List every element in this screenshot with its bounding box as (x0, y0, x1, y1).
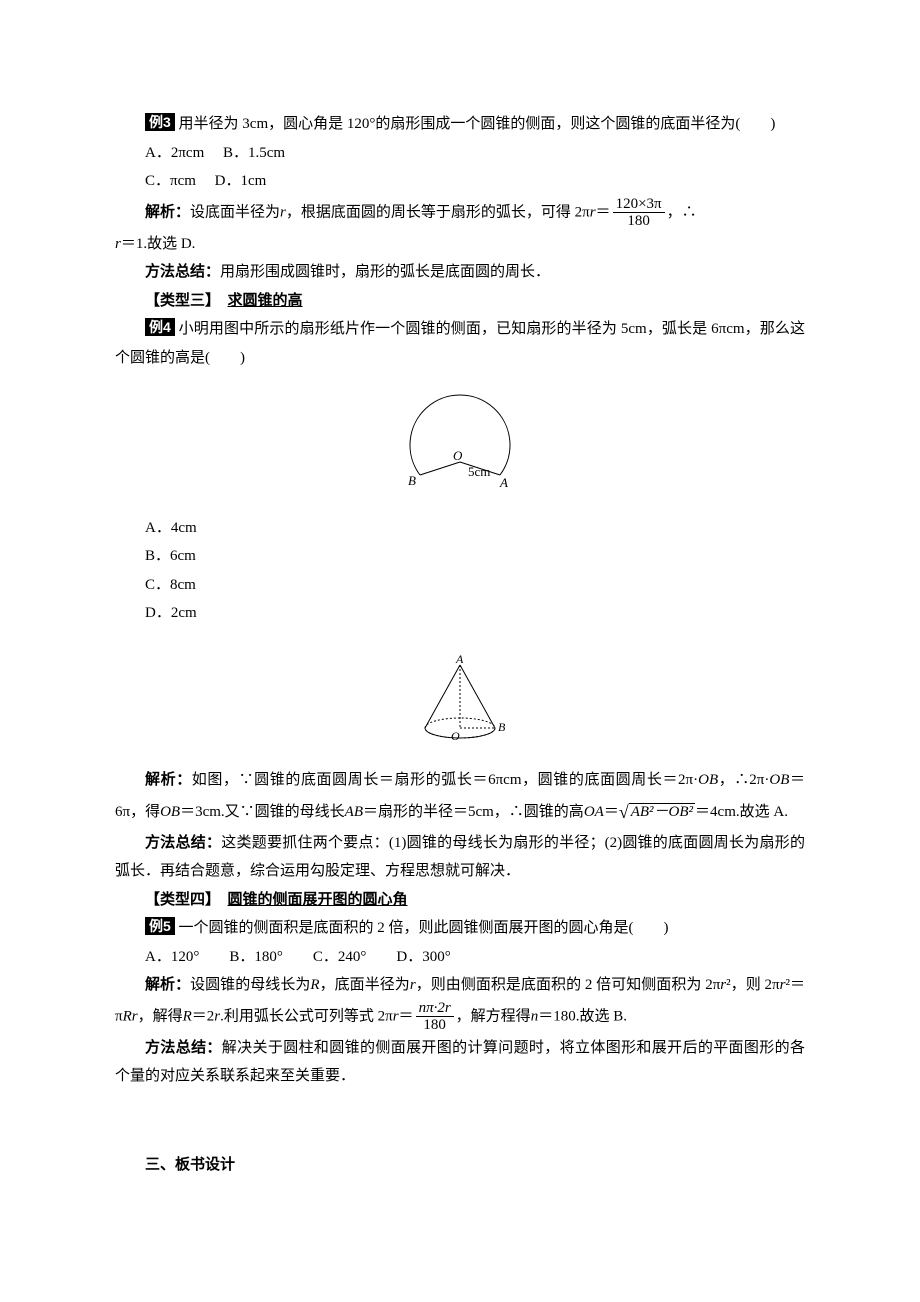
text: ＝1.故选 D. (121, 236, 196, 252)
label-5cm: 5cm (468, 464, 490, 479)
text: ，根据底面圆的周长等于扇形的弧长，可得 2π (286, 204, 590, 220)
var-OB: OB (160, 804, 180, 820)
section3-heading: 三、板书设计 (115, 1151, 805, 1180)
example3-method: 方法总结：用扇形围成圆锥时，扇形的弧长是底面圆的周长． (115, 258, 805, 287)
type3-heading: 【类型三】 求圆锥的高 (115, 287, 805, 316)
example3-question-text: 用半径为 3cm，圆心角是 120°的扇形围成一个圆锥的侧面，则这个圆锥的底面半… (179, 116, 776, 132)
text: ＝4cm.故选 A. (695, 804, 788, 820)
text: ，∴2π· (718, 772, 769, 788)
example3-solution-line2: r＝1.故选 D. (115, 230, 805, 259)
example5-question-text: 一个圆锥的侧面积是底面积的 2 倍，则此圆锥侧面展开图的圆心角是( ) (179, 920, 669, 936)
example3-option-b: B．1.5cm (223, 145, 285, 161)
example4-option-c: C．8cm (115, 571, 805, 600)
example3-label: 例3 (145, 113, 175, 131)
fraction: nπ·2r180 (416, 1000, 454, 1034)
solution-label: 解析： (145, 771, 192, 788)
text: ＝2 (192, 1008, 215, 1024)
text: ＝ (604, 804, 619, 820)
method-label: 方法总结： (145, 263, 220, 280)
text: ，解方程得 (456, 1008, 531, 1024)
method-text: 用扇形围成圆锥时，扇形的弧长是底面圆的周长． (220, 264, 550, 280)
text: ＝ (596, 204, 611, 220)
example4-question-text: 小明用图中所示的扇形纸片作一个圆锥的侧面，已知扇形的半径为 5cm，弧长是 6π… (115, 321, 805, 366)
cone-label-O: O (451, 729, 460, 743)
text: ＝ (399, 1008, 414, 1024)
example4-method: 方法总结：这类题要抓住两个要点：(1)圆锥的母线长为扇形的半径；(2)圆锥的底面… (115, 829, 805, 886)
denominator: 180 (613, 213, 665, 230)
type4-heading: 【类型四】 圆锥的侧面展开图的圆心角 (115, 886, 805, 915)
example3-option-c: C．πcm (145, 173, 196, 189)
page-container: 例3 用半径为 3cm，圆心角是 120°的扇形围成一个圆锥的侧面，则这个圆锥的… (0, 0, 920, 1302)
sector-figure: O B A 5cm (115, 380, 805, 506)
example5-question: 例5 一个圆锥的侧面积是底面积的 2 倍，则此圆锥侧面展开图的圆心角是( ) (115, 914, 805, 943)
label-A: A (499, 475, 508, 490)
var-R: R (183, 1008, 192, 1024)
label-O: O (453, 448, 463, 463)
example4-label: 例4 (145, 318, 175, 336)
example4-solution: 解析：如图，∵圆锥的底面圆周长＝扇形的弧长＝6πcm，圆锥的底面圆周长＝2π·O… (115, 766, 805, 829)
denominator: 180 (416, 1017, 454, 1034)
var-AB: AB (345, 804, 363, 820)
text: ²，则 2π (726, 977, 779, 993)
example3-options-row1: A．2πcm B．1.5cm (115, 139, 805, 168)
text: ，∴ (667, 204, 697, 220)
text: ＝3cm.又∵圆锥的母线长 (180, 804, 345, 820)
example3-option-a: A．2πcm (145, 145, 204, 161)
method-label: 方法总结： (145, 834, 221, 851)
text: ，解得 (138, 1008, 183, 1024)
example4-question: 例4 小明用图中所示的扇形纸片作一个圆锥的侧面，已知扇形的半径为 5cm，弧长是… (115, 315, 805, 372)
example5-options: A．120° B．180° C．240° D．300° (115, 943, 805, 972)
example5-option-a: A．120° (145, 949, 199, 965)
text: ，底面半径为 (320, 977, 410, 993)
example5-method: 方法总结：解决关于圆柱和圆锥的侧面展开图的计算问题时，将立体图形和展开后的平面图… (115, 1034, 805, 1091)
var-OB: OB (769, 772, 789, 788)
fraction: 120×3π180 (613, 196, 665, 230)
example3-option-d: D．1cm (215, 173, 267, 189)
example5-option-c: C．240° (313, 949, 367, 965)
solution-label: 解析： (145, 976, 190, 993)
example3-options-row2: C．πcm D．1cm (115, 167, 805, 196)
sqrt: √AB²－OB² (619, 795, 695, 829)
type3-heading-underline: 求圆锥的高 (228, 292, 303, 309)
example4-option-a: A．4cm (115, 514, 805, 543)
var-Rr: Rr (123, 1008, 138, 1024)
example5-option-b: B．180° (229, 949, 283, 965)
example5-option-d: D．300° (396, 949, 450, 965)
example3-solution: 解析：设底面半径为r，根据底面圆的周长等于扇形的弧长，可得 2πr＝120×3π… (115, 196, 805, 230)
example4-option-b: B．6cm (115, 542, 805, 571)
label-B: B (408, 473, 416, 488)
type4-heading-prefix: 【类型四】 (145, 891, 228, 908)
cone-label-A: A (455, 653, 464, 666)
text: 如图，∵圆锥的底面圆周长＝扇形的弧长＝6πcm，圆锥的底面圆周长＝2π· (192, 772, 698, 788)
cone-svg: A B O (400, 653, 520, 748)
example5-solution: 解析：设圆锥的母线长为R，底面半径为r，则由侧面积是底面积的 2 倍可知侧面积为… (115, 971, 805, 1034)
var-R: R (310, 977, 319, 993)
example3-question: 例3 用半径为 3cm，圆心角是 120°的扇形围成一个圆锥的侧面，则这个圆锥的… (115, 110, 805, 139)
text: .利用弧长公式可列等式 2π (220, 1008, 393, 1024)
example4-option-d: D．2cm (115, 599, 805, 628)
var-OA: OA (584, 804, 604, 820)
numerator: nπ·2r (416, 1000, 454, 1018)
method-label: 方法总结： (145, 1039, 222, 1056)
type3-heading-prefix: 【类型三】 (145, 292, 228, 309)
text: ，则由侧面积是底面积的 2 倍可知侧面积为 2π (416, 977, 721, 993)
numerator: 120×3π (613, 196, 665, 214)
solution-label: 解析： (145, 203, 190, 220)
cone-label-B: B (498, 720, 506, 734)
radicand: AB²－OB² (629, 803, 695, 820)
type4-heading-underline: 圆锥的侧面展开图的圆心角 (228, 891, 408, 908)
text: 设底面半径为 (190, 204, 280, 220)
example5-label: 例5 (145, 917, 175, 935)
cone-figure: A B O (115, 653, 805, 759)
text: 设圆锥的母线长为 (190, 977, 310, 993)
var-OB: OB (698, 772, 718, 788)
text: ＝扇形的半径＝5cm，∴圆锥的高 (363, 804, 584, 820)
sector-svg: O B A 5cm (390, 380, 530, 495)
text: ＝180.故选 B. (538, 1008, 627, 1024)
